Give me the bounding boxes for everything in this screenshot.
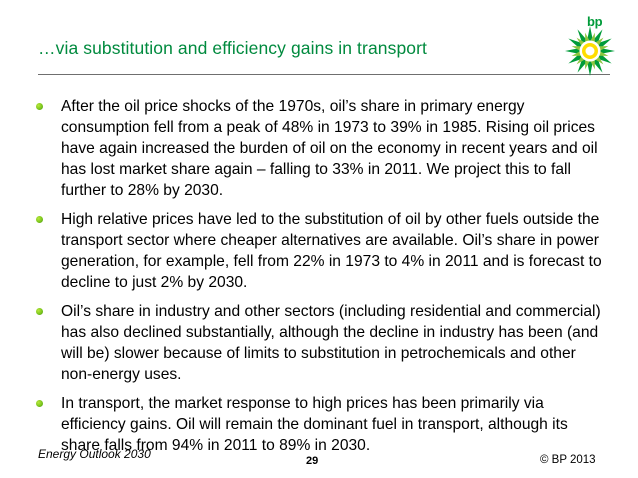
bullet-item: Oil’s share in industry and other sector… [36,301,610,385]
bullet-text: In transport, the market response to hig… [61,395,568,454]
bullet-list: After the oil price shocks of the 1970s,… [36,96,610,464]
bullet-item: After the oil price shocks of the 1970s,… [36,96,610,201]
bullet-dot [36,103,43,110]
bullet-text: Oil’s share in industry and other sector… [61,303,601,383]
bullet-dot [36,400,43,407]
slide-title: …via substitution and efficiency gains i… [38,38,428,58]
copyright: © BP 2013 [540,454,596,466]
bullet-item: In transport, the market response to hig… [36,393,610,456]
bp-logo-text: bp [587,14,603,29]
bullet-dot [36,308,43,315]
footer-publication: Energy Outlook 2030 [38,447,151,461]
bp-helios-logo-icon [565,26,615,76]
bullet-dot [36,216,43,223]
bullet-text: After the oil price shocks of the 1970s,… [61,98,598,199]
title-divider [38,74,610,75]
bullet-text: High relative prices have led to the sub… [61,211,602,291]
page-number: 29 [306,455,319,467]
bullet-item: High relative prices have led to the sub… [36,209,610,293]
